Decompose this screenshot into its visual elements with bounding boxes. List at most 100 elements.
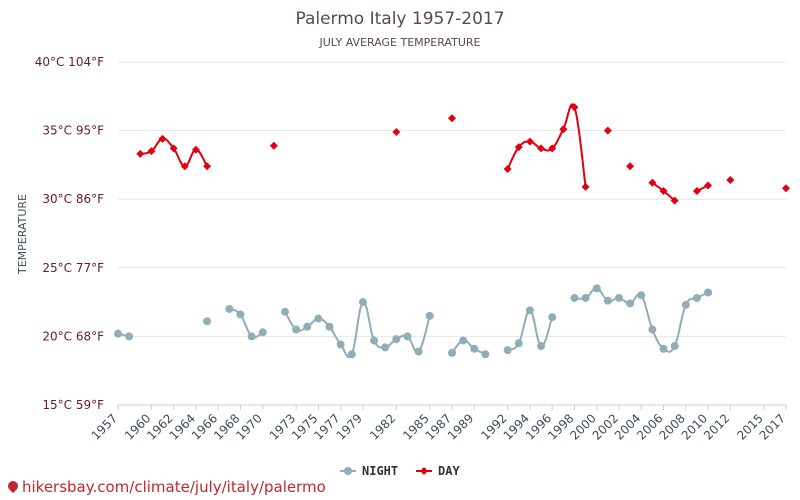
series-line-night	[228, 308, 264, 339]
data-point-night[interactable]	[459, 336, 468, 345]
data-point-night[interactable]	[481, 350, 490, 359]
data-point-night[interactable]	[681, 300, 690, 309]
data-point-night[interactable]	[281, 307, 289, 316]
data-point-day[interactable]	[191, 145, 200, 154]
legend-item-night[interactable]: NIGHT	[340, 464, 398, 478]
data-point-day[interactable]	[147, 147, 156, 156]
data-point-night[interactable]	[603, 296, 612, 305]
data-point-day[interactable]	[559, 125, 568, 134]
data-point-night[interactable]	[470, 344, 479, 353]
x-tick-label: 1989	[445, 411, 476, 442]
data-point-day[interactable]	[537, 144, 546, 153]
data-point-night[interactable]	[370, 336, 379, 345]
data-point-night[interactable]	[236, 310, 245, 319]
data-point-night[interactable]	[648, 325, 657, 334]
data-point-day[interactable]	[704, 181, 713, 190]
y-tick-label: 35°C 95°F	[42, 124, 104, 138]
data-point-night[interactable]	[670, 342, 679, 351]
data-point-night[interactable]	[514, 339, 523, 348]
data-point-night[interactable]	[626, 299, 635, 308]
data-point-night[interactable]	[203, 317, 212, 326]
data-point-day[interactable]	[392, 127, 401, 136]
y-tick-label: 30°C 86°F	[42, 192, 104, 206]
y-tick-label: 15°C 59°F	[42, 398, 104, 412]
x-tick-label: 1982	[367, 411, 398, 442]
data-point-night[interactable]	[525, 306, 534, 315]
chart-subtitle: JULY AVERAGE TEMPERATURE	[319, 36, 481, 49]
data-point-day[interactable]	[581, 182, 590, 191]
data-point-day[interactable]	[169, 144, 178, 153]
data-point-day[interactable]	[670, 196, 679, 205]
data-point-night[interactable]	[325, 322, 334, 331]
data-point-night[interactable]	[114, 329, 122, 338]
legend-marker	[420, 467, 428, 475]
data-point-day[interactable]	[525, 137, 534, 146]
data-point-night[interactable]	[425, 311, 434, 320]
data-point-day[interactable]	[203, 162, 212, 171]
data-point-night[interactable]	[448, 348, 456, 357]
data-point-night[interactable]	[314, 314, 323, 323]
data-point-day[interactable]	[548, 144, 557, 153]
data-point-day[interactable]	[726, 175, 735, 184]
data-point-night[interactable]	[392, 335, 401, 344]
x-tick-label: 2012	[701, 411, 732, 442]
data-point-day[interactable]	[570, 103, 579, 112]
data-point-night[interactable]	[581, 293, 590, 302]
data-point-night[interactable]	[225, 304, 234, 313]
x-tick-label: 2017	[757, 411, 788, 442]
data-point-night[interactable]	[503, 346, 512, 355]
data-point-night[interactable]	[381, 343, 390, 352]
data-point-night[interactable]	[704, 288, 713, 297]
data-point-day[interactable]	[180, 162, 189, 171]
series-line-night	[451, 339, 486, 356]
data-point-night[interactable]	[336, 340, 345, 349]
data-point-night[interactable]	[125, 332, 134, 341]
data-point-day[interactable]	[782, 184, 790, 193]
legend-label: NIGHT	[362, 464, 398, 478]
series-night	[114, 284, 713, 359]
data-point-day[interactable]	[269, 141, 278, 150]
legend[interactable]: NIGHT DAY	[340, 464, 460, 478]
data-point-night[interactable]	[537, 342, 546, 351]
data-point-night[interactable]	[358, 298, 367, 307]
legend-item-day[interactable]: DAY	[416, 464, 460, 478]
y-tick-label: 40°C 104°F	[35, 55, 104, 69]
footer-url[interactable]: hikersbay.com/climate/july/italy/palermo	[22, 478, 326, 496]
map-pin-icon	[5, 478, 21, 494]
data-point-night[interactable]	[570, 293, 579, 302]
data-point-night[interactable]	[692, 293, 701, 302]
data-point-night[interactable]	[637, 291, 646, 300]
data-point-day[interactable]	[603, 126, 612, 135]
data-point-night[interactable]	[247, 332, 256, 341]
data-point-day[interactable]	[659, 186, 668, 195]
data-point-night[interactable]	[659, 344, 668, 353]
data-point-night[interactable]	[403, 332, 412, 341]
data-point-night[interactable]	[615, 293, 623, 302]
data-point-day[interactable]	[136, 149, 145, 158]
data-point-day[interactable]	[648, 178, 657, 187]
legend-marker	[344, 467, 352, 475]
data-point-day[interactable]	[503, 165, 512, 174]
footer-link[interactable]: hikersbay.com/climate/july/italy/palermo	[5, 478, 326, 496]
y-axis-label: TEMPERATURE	[16, 194, 29, 275]
x-tick-label: 1957	[89, 411, 120, 442]
y-axis: 40°C 104°F 35°C 95°F 30°C 86°F 25°C 77°F 20°…	[35, 55, 104, 412]
chart-title: Palermo Italy 1957-2017	[295, 9, 504, 29]
data-point-night[interactable]	[258, 328, 267, 337]
data-point-night[interactable]	[414, 347, 423, 356]
data-point-day[interactable]	[158, 134, 167, 143]
data-point-night[interactable]	[548, 313, 557, 322]
data-point-night[interactable]	[592, 284, 601, 293]
data-point-day[interactable]	[448, 114, 456, 123]
data-point-night[interactable]	[303, 322, 312, 331]
x-tick-label: 1970	[233, 411, 264, 442]
data-point-day[interactable]	[692, 186, 701, 195]
series-day	[136, 103, 790, 205]
data-point-night[interactable]	[292, 325, 301, 334]
data-point-day[interactable]	[514, 143, 523, 152]
data-point-night[interactable]	[347, 350, 356, 359]
y-tick-label: 20°C 68°F	[42, 329, 104, 343]
data-point-day[interactable]	[626, 162, 635, 171]
